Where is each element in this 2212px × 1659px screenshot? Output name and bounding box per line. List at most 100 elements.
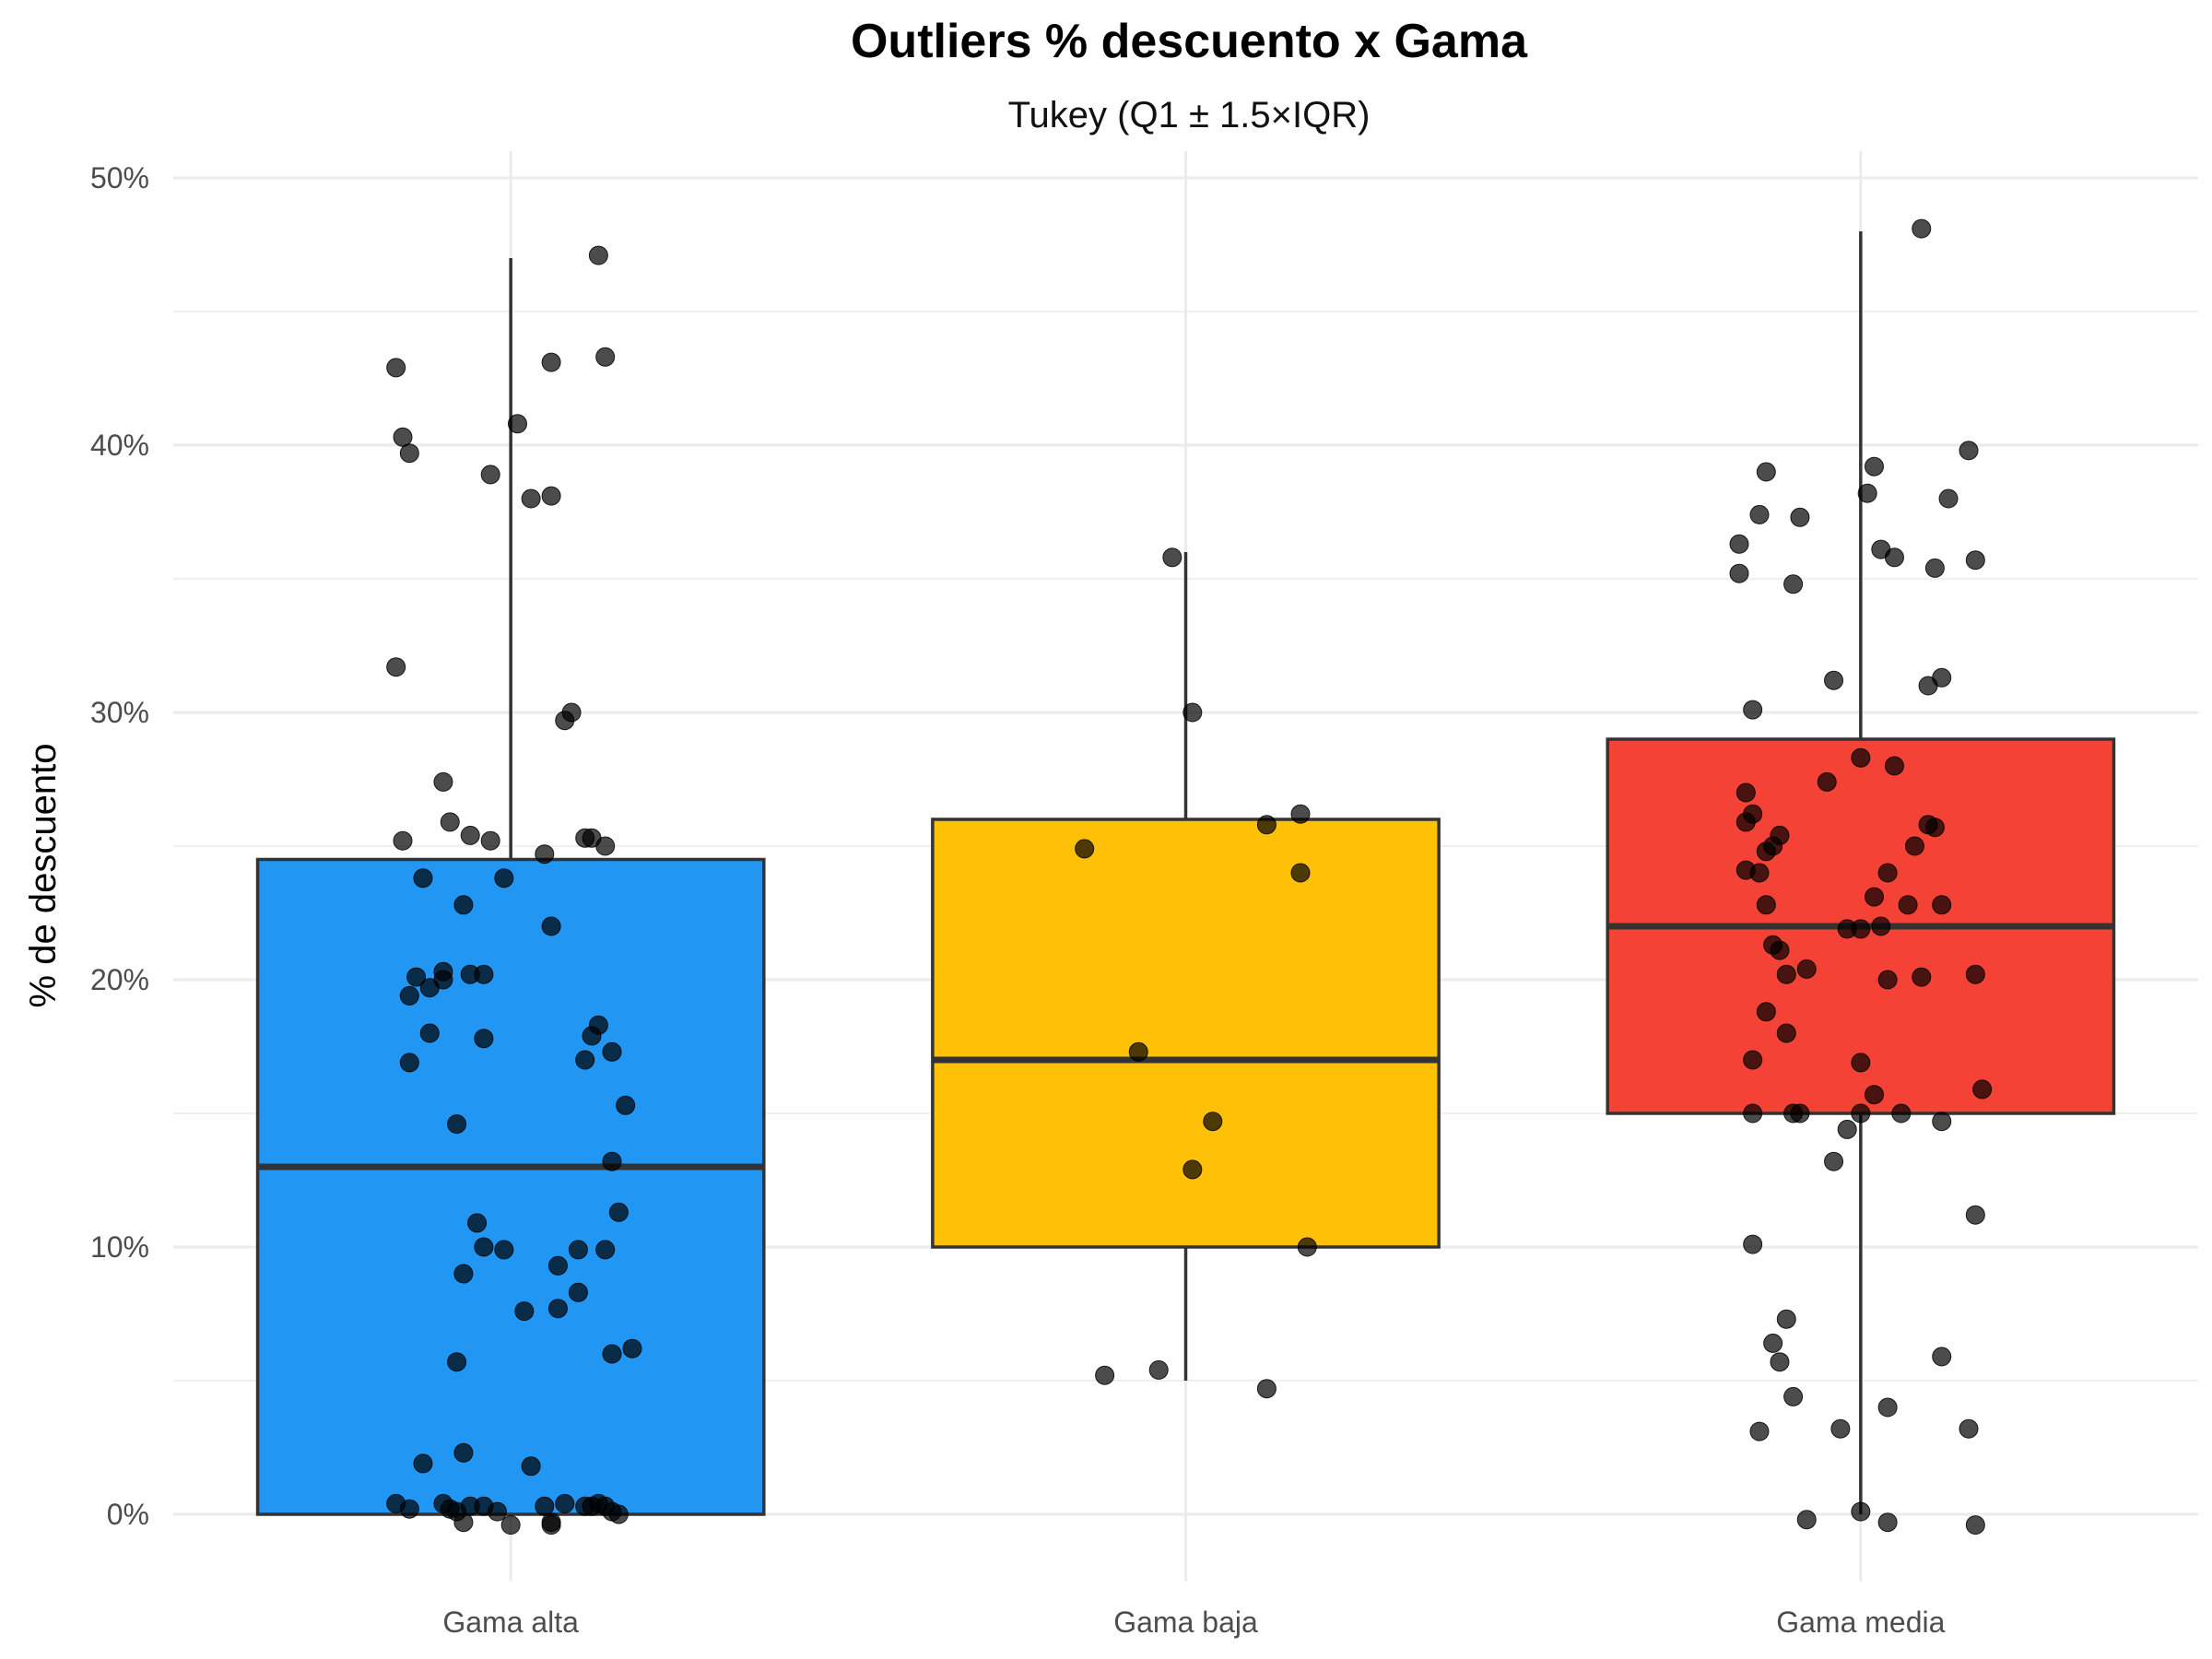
data-point (1851, 1501, 1871, 1522)
data-point (1884, 547, 1904, 568)
data-point (1743, 700, 1763, 720)
data-point (568, 1282, 588, 1302)
data-point (440, 812, 460, 832)
x-tick-label: Gama alta (442, 1606, 579, 1639)
data-point (541, 352, 561, 372)
data-point (1756, 462, 1776, 482)
data-point (1148, 1359, 1169, 1380)
data-point (616, 1095, 636, 1115)
data-point (1290, 804, 1311, 824)
data-point (1783, 574, 1804, 594)
y-tick-label: 40% (90, 429, 149, 462)
data-point (1783, 1103, 1804, 1124)
data-point (547, 1299, 568, 1319)
data-point (1851, 1053, 1871, 1073)
data-point (1891, 1103, 1912, 1124)
data-point (1884, 756, 1904, 776)
data-point (494, 868, 514, 888)
data-point (1735, 782, 1756, 803)
data-point (1898, 895, 1918, 915)
data-point (1871, 916, 1891, 936)
data-point (1075, 839, 1095, 859)
data-point (568, 1240, 588, 1260)
data-point (1756, 895, 1776, 915)
y-tick-label: 0% (107, 1498, 149, 1531)
data-point (480, 830, 500, 851)
chart-subtitle: Tukey (Q1 ± 1.5×IQR) (1008, 95, 1371, 135)
data-point (1162, 547, 1182, 568)
data-point (541, 486, 561, 506)
data-point (1912, 218, 1932, 239)
data-point (1972, 1079, 1993, 1100)
data-point (1837, 1119, 1857, 1139)
data-point (1965, 1515, 1985, 1535)
data-point (1851, 1103, 1871, 1124)
data-point (1095, 1365, 1115, 1385)
data-point (386, 358, 406, 378)
data-point (488, 1501, 508, 1522)
data-point (467, 1213, 488, 1233)
data-point (521, 1456, 541, 1477)
data-point (1912, 967, 1932, 987)
data-point (474, 1237, 494, 1257)
jitter-points (386, 218, 1993, 1535)
data-point (1959, 441, 1979, 461)
box-gama-baja (931, 818, 1441, 1249)
data-point (514, 1301, 535, 1322)
data-point (622, 1338, 642, 1359)
data-point (413, 1453, 433, 1474)
data-point (582, 1026, 602, 1046)
data-point (447, 1352, 467, 1372)
data-point (1824, 670, 1844, 690)
data-point (399, 1053, 419, 1073)
data-point (413, 868, 433, 888)
data-point (1938, 488, 1959, 509)
data-point (1851, 747, 1871, 768)
data-point (507, 414, 527, 434)
data-point (595, 1240, 616, 1260)
data-point (1924, 558, 1945, 578)
data-point (399, 443, 419, 464)
boxes (255, 231, 2116, 1516)
data-point (1965, 964, 1985, 984)
data-point (521, 488, 541, 509)
data-point (1735, 812, 1756, 832)
data-point (1796, 1510, 1817, 1530)
data-point (1857, 483, 1877, 503)
y-tick-label: 10% (90, 1230, 149, 1264)
data-point (1904, 836, 1924, 856)
data-point (1756, 841, 1776, 862)
data-point (535, 844, 555, 865)
data-point (1959, 1418, 1979, 1439)
x-tick-label: Gama baja (1113, 1606, 1258, 1639)
data-point (602, 1344, 622, 1364)
axes: 0% 10% 20% 30% 40% 50% Gama alta Gama baja Gama … (90, 161, 1946, 1639)
data-point (406, 967, 427, 987)
data-point (433, 771, 453, 792)
data-point (1749, 504, 1770, 524)
data-point (547, 1255, 568, 1276)
y-axis-label: % de descuento (23, 744, 64, 1008)
data-point (399, 1499, 419, 1519)
y-tick-label: 50% (90, 161, 149, 194)
data-point (541, 1515, 561, 1535)
data-point (399, 985, 419, 1006)
data-point (1932, 667, 1952, 688)
data-point (1743, 1234, 1763, 1254)
box-gama-alta (255, 857, 766, 1516)
data-point (1864, 1085, 1884, 1105)
data-point (1877, 863, 1898, 883)
data-point (1776, 1023, 1796, 1043)
data-point (1864, 456, 1884, 477)
data-point (588, 245, 608, 265)
data-point (541, 916, 561, 936)
data-point (1877, 970, 1898, 990)
data-point (447, 1114, 467, 1135)
data-point (1796, 959, 1817, 979)
data-point (1763, 1333, 1783, 1353)
data-point (1729, 534, 1749, 554)
data-point (1770, 1352, 1790, 1372)
y-tick-label: 30% (90, 696, 149, 729)
data-point (1743, 1103, 1763, 1124)
